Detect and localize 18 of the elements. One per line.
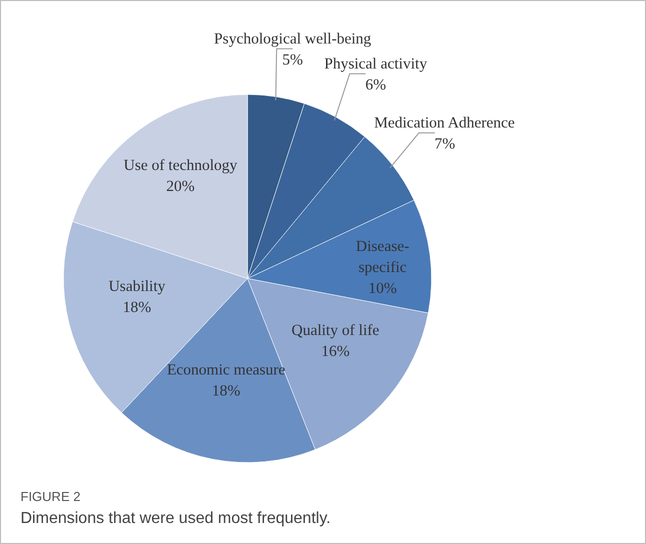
slice-label: Psychological well-being xyxy=(214,30,372,48)
data-label: 20% xyxy=(166,178,195,196)
data-label: 6% xyxy=(365,76,386,94)
slice-label: Disease-specific xyxy=(356,238,410,276)
data-label: 10% xyxy=(368,280,397,297)
slice-label: Use of technology xyxy=(124,157,238,174)
data-label: 18% xyxy=(122,298,152,316)
text: Dimensions that were used most frequently. xyxy=(20,510,331,527)
slice-label: Economic measure xyxy=(166,362,286,379)
slice-label: Medication Adherence xyxy=(374,114,515,132)
data-label: 18% xyxy=(212,382,240,400)
caption: FIGURE 2 xyxy=(20,489,80,504)
slice-label: Quality of life xyxy=(291,322,380,340)
data-label: 16% xyxy=(321,343,350,360)
slice-label: Usability xyxy=(108,278,166,295)
data-label: 7% xyxy=(434,135,456,152)
data-label: 5% xyxy=(282,51,304,68)
slice-label: Physical activity xyxy=(324,55,428,72)
